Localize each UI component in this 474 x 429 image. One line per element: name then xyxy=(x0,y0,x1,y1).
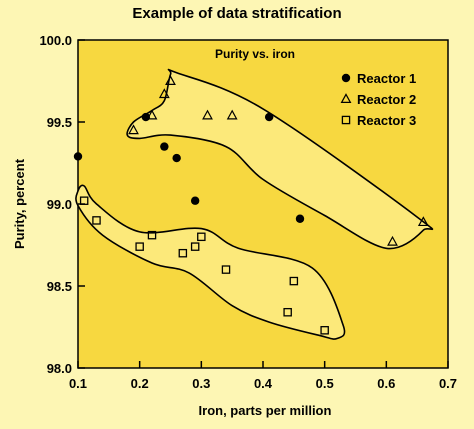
point-reactor-2 xyxy=(387,235,398,246)
stratification-regions xyxy=(75,68,434,340)
x-tick-label: 0.4 xyxy=(254,376,273,391)
point-reactor-1 xyxy=(160,142,169,151)
point-reactor-3 xyxy=(197,232,206,242)
x-axis-label: Iron, parts per million xyxy=(199,403,332,418)
y-axis-label: Purity, percent xyxy=(12,158,27,249)
x-tick-label: 0.5 xyxy=(316,376,334,391)
axis-ticks: 0.1 0.2 0.3 0.4 0.5 0.6 0.7 98.0 98.5 99.0 99.5 100… xyxy=(39,33,457,391)
x-tick-label: 0.3 xyxy=(192,376,210,391)
point-reactor-2 xyxy=(417,216,429,227)
legend-marker xyxy=(341,73,351,83)
point-reactor-3 xyxy=(79,196,89,205)
chart-subtitle: Purity vs. iron xyxy=(215,47,295,61)
y-tick-label: 100.0 xyxy=(39,33,72,48)
legend-label: Reactor 1 xyxy=(357,71,416,86)
point-reactor-2 xyxy=(202,109,213,120)
point-reactor-3 xyxy=(178,248,188,258)
point-reactor-3 xyxy=(320,326,329,335)
point-reactor-3 xyxy=(190,242,200,251)
x-tick-label: 0.1 xyxy=(69,376,87,391)
point-reactor-3 xyxy=(147,230,157,240)
y-tick-label: 98.0 xyxy=(47,361,72,376)
legend-marker xyxy=(340,93,352,104)
y-tick-label: 98.5 xyxy=(47,279,72,294)
point-reactor-2 xyxy=(128,124,139,135)
point-reactor-3 xyxy=(289,276,299,286)
region-2 xyxy=(75,184,346,340)
point-reactor-2 xyxy=(146,109,158,120)
x-tick-label: 0.2 xyxy=(131,376,149,391)
point-reactor-2 xyxy=(226,109,238,120)
legend: Reactor 1 Reactor 2 Reactor 3 xyxy=(340,71,416,128)
legend-marker xyxy=(341,115,351,125)
y-tick-label: 99.5 xyxy=(47,115,72,130)
chart-title: Example of data stratification xyxy=(132,5,341,22)
legend-label: Reactor 3 xyxy=(357,113,416,128)
x-tick-label: 0.7 xyxy=(439,376,457,391)
point-reactor-1 xyxy=(295,214,305,223)
point-reactor-3 xyxy=(221,265,231,274)
point-reactor-1 xyxy=(172,153,181,163)
point-reactor-1 xyxy=(190,196,200,205)
point-reactor-3 xyxy=(92,216,101,225)
point-reactor-2 xyxy=(158,88,170,99)
point-reactor-1 xyxy=(264,112,274,122)
point-reactor-1 xyxy=(73,152,83,161)
region-1 xyxy=(126,68,434,250)
point-reactor-3 xyxy=(283,307,292,317)
point-reactor-2 xyxy=(165,75,176,86)
data-points xyxy=(73,75,429,335)
x-tick-label: 0.6 xyxy=(377,376,395,391)
point-reactor-3 xyxy=(135,242,144,251)
legend-label: Reactor 2 xyxy=(357,92,416,107)
y-tick-label: 99.0 xyxy=(47,197,72,212)
